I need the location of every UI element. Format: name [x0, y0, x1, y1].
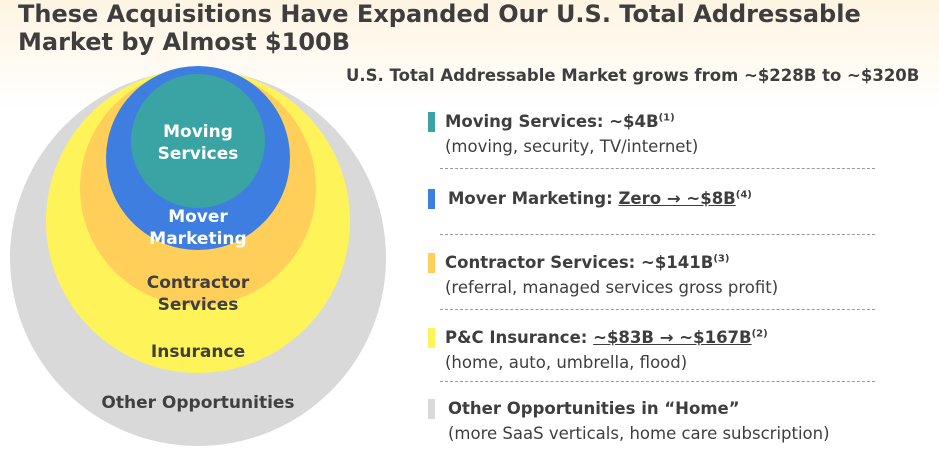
moving-services-label-2: Services	[158, 144, 239, 164]
teal-bar-icon	[428, 112, 435, 132]
legend-contractor-footnote: (3)	[713, 253, 730, 265]
legend-other-desc: (more SaaS verticals, home care subscrip…	[448, 424, 830, 443]
legend-insurance-footnote: (2)	[751, 328, 768, 340]
legend-insurance-desc: (home, auto, umbrella, flood)	[445, 353, 688, 372]
legend-moving-title: Moving Services: ~$4B(1)	[445, 112, 675, 131]
legend-moving-title-text: Moving Services: ~$4B	[445, 112, 659, 131]
insurance-label: Insurance	[151, 342, 245, 362]
legend-mover-footnote: (4)	[735, 189, 752, 201]
yellow-bar-icon	[428, 328, 435, 348]
title-line-1: These Acquisitions Have Expanded Our U.S…	[18, 0, 861, 28]
chart-subtitle: U.S. Total Addressable Market grows from…	[346, 66, 920, 85]
legend-moving-desc: (moving, security, TV/internet)	[445, 137, 699, 156]
legend-contractor-desc: (referral, managed services gross profit…	[445, 278, 779, 297]
legend-other-title: Other Opportunities in “Home”	[448, 399, 740, 418]
contractor-services-label-1: Contractor	[147, 273, 250, 293]
divider	[440, 309, 875, 310]
legend-moving-footnote: (1)	[658, 112, 675, 124]
legend-insurance-title-value: ~$83B → ~$167B	[593, 328, 752, 347]
contractor-services-label-2: Services	[158, 295, 239, 315]
nested-circles-diagram: Moving Services Mover Marketing Contract…	[10, 66, 386, 446]
legend-insurance-title: P&C Insurance: ~$83B → ~$167B(2)	[445, 328, 768, 347]
legend-contractor-title-text: Contractor Services: ~$141B	[445, 253, 714, 272]
moving-services-label-1: Moving	[163, 122, 233, 142]
legend-mover-title-prefix: Mover Marketing:	[448, 189, 619, 208]
other-opportunities-label: Other Opportunities	[101, 393, 294, 413]
divider	[440, 234, 875, 235]
mover-marketing-label-2: Marketing	[149, 229, 246, 249]
legend-mover-title: Mover Marketing: Zero → ~$8B(4)	[448, 189, 752, 208]
page-title: These Acquisitions Have Expanded Our U.S…	[18, 0, 918, 56]
blue-bar-icon	[428, 189, 435, 209]
legend-mover-title-value: Zero → ~$8B	[618, 189, 736, 208]
mover-marketing-label-1: Mover	[168, 207, 228, 227]
moving-services-circle	[131, 74, 265, 208]
orange-bar-icon	[428, 253, 435, 273]
title-line-2: Market by Almost $100B	[18, 28, 351, 56]
divider	[440, 381, 875, 382]
divider	[440, 168, 875, 169]
legend-contractor-title: Contractor Services: ~$141B(3)	[445, 253, 729, 272]
gray-bar-icon	[428, 399, 435, 419]
legend-insurance-title-prefix: P&C Insurance:	[445, 328, 594, 347]
